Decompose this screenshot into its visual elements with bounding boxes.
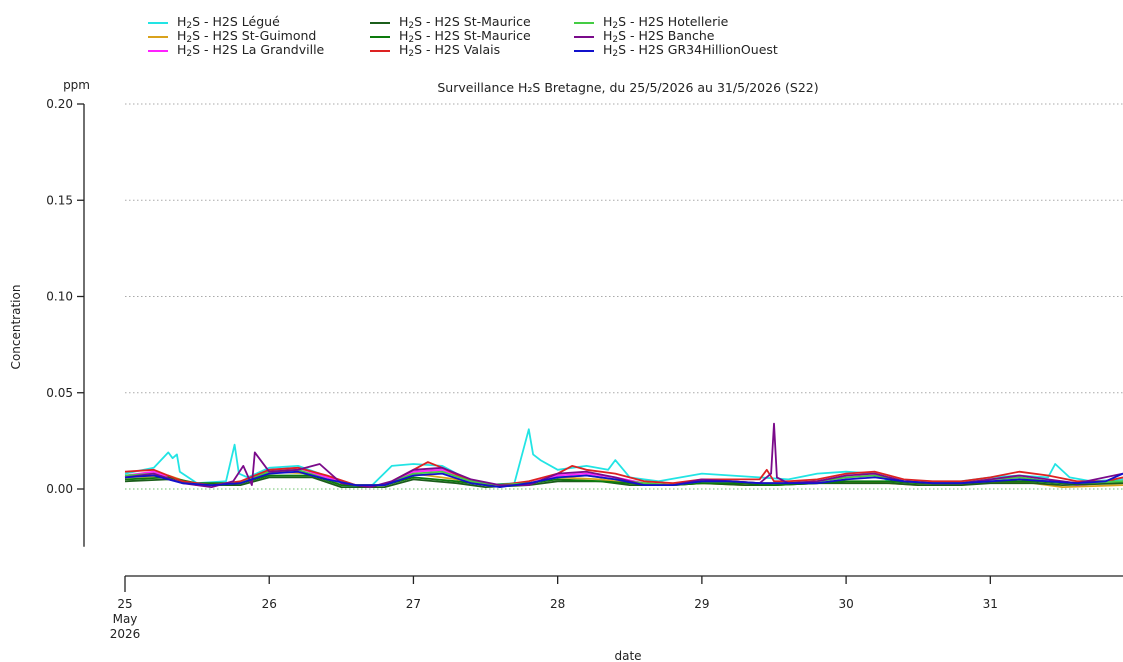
legend-label: H2S - H2S St-Maurice bbox=[399, 28, 531, 45]
legend-swatch bbox=[148, 21, 168, 24]
legend-label: H2S - H2S St-Guimond bbox=[177, 28, 317, 45]
y-tick-label: 0.05 bbox=[46, 386, 73, 400]
series-line-3 bbox=[124, 476, 1123, 488]
legend-swatch bbox=[574, 35, 594, 38]
y-axis-unit: ppm bbox=[63, 78, 90, 92]
series-line-8 bbox=[124, 470, 1123, 488]
legend-label: H2S - H2S Légué bbox=[177, 14, 280, 31]
legend-item: H2S - H2S St-Maurice bbox=[370, 28, 531, 45]
series-line-5 bbox=[124, 461, 1123, 486]
legend-swatch bbox=[148, 35, 168, 38]
legend-item: H2S - H2S Banche bbox=[574, 28, 714, 45]
x-tick-label: 26 bbox=[262, 597, 277, 611]
legend-label: H2S - H2S La Grandville bbox=[177, 42, 325, 59]
y-tick-label: 0.20 bbox=[46, 97, 73, 111]
legend-swatch bbox=[370, 35, 390, 38]
x-axis-label: date bbox=[614, 649, 641, 662]
legend-swatch bbox=[370, 21, 390, 24]
y-axis-label: Concentration bbox=[9, 285, 23, 370]
x-tick-label: 30 bbox=[838, 597, 853, 611]
y-axis: 0.20 0.15 0.10 0.05 0.00 bbox=[46, 97, 85, 547]
x-tick-label: 28 bbox=[550, 597, 565, 611]
chart-legend: H2S - H2S Légué H2S - H2S St-Guimond H2S -… bbox=[148, 14, 1048, 62]
legend-item: H2S - H2S Hotellerie bbox=[574, 14, 728, 31]
legend-label: H2S - H2S GR34HillionOuest bbox=[603, 42, 778, 59]
legend-label: H2S - H2S Banche bbox=[603, 28, 715, 45]
legend-item: H2S - H2S La Grandville bbox=[148, 42, 324, 59]
legend-label: H2S - H2S Valais bbox=[399, 42, 501, 59]
series-lines bbox=[124, 422, 1123, 488]
x-tick-label: 29 bbox=[694, 597, 709, 611]
legend-swatch bbox=[574, 21, 594, 24]
x-tick-label: 25 bbox=[117, 597, 132, 611]
legend-label: H2S - H2S Hotellerie bbox=[603, 14, 729, 31]
legend-label: H2S - H2S St-Maurice bbox=[399, 14, 531, 31]
legend-swatch bbox=[574, 49, 594, 52]
legend-item: H2S - H2S GR34HillionOuest bbox=[574, 42, 778, 59]
y-tick-label: 0.00 bbox=[46, 482, 73, 496]
legend-item: H2S - H2S Légué bbox=[148, 14, 280, 31]
x-tick-label: 27 bbox=[406, 597, 421, 611]
legend-item: H2S - H2S Valais bbox=[370, 42, 500, 59]
y-tick-label: 0.15 bbox=[46, 193, 73, 207]
x-tick-label: 31 bbox=[983, 597, 998, 611]
x-tick-year: 2026 bbox=[110, 627, 141, 641]
y-tick-label: 0.10 bbox=[46, 290, 73, 304]
grid-lines bbox=[125, 103, 1123, 490]
legend-item: H2S - H2S St-Guimond bbox=[148, 28, 316, 45]
chart-title: Surveillance H₂S Bretagne, du 25/5/2026 … bbox=[437, 80, 818, 95]
legend-swatch bbox=[370, 49, 390, 52]
legend-swatch bbox=[148, 49, 168, 52]
legend-item: H2S - H2S St-Maurice bbox=[370, 14, 531, 31]
x-tick-month: May bbox=[113, 612, 138, 626]
